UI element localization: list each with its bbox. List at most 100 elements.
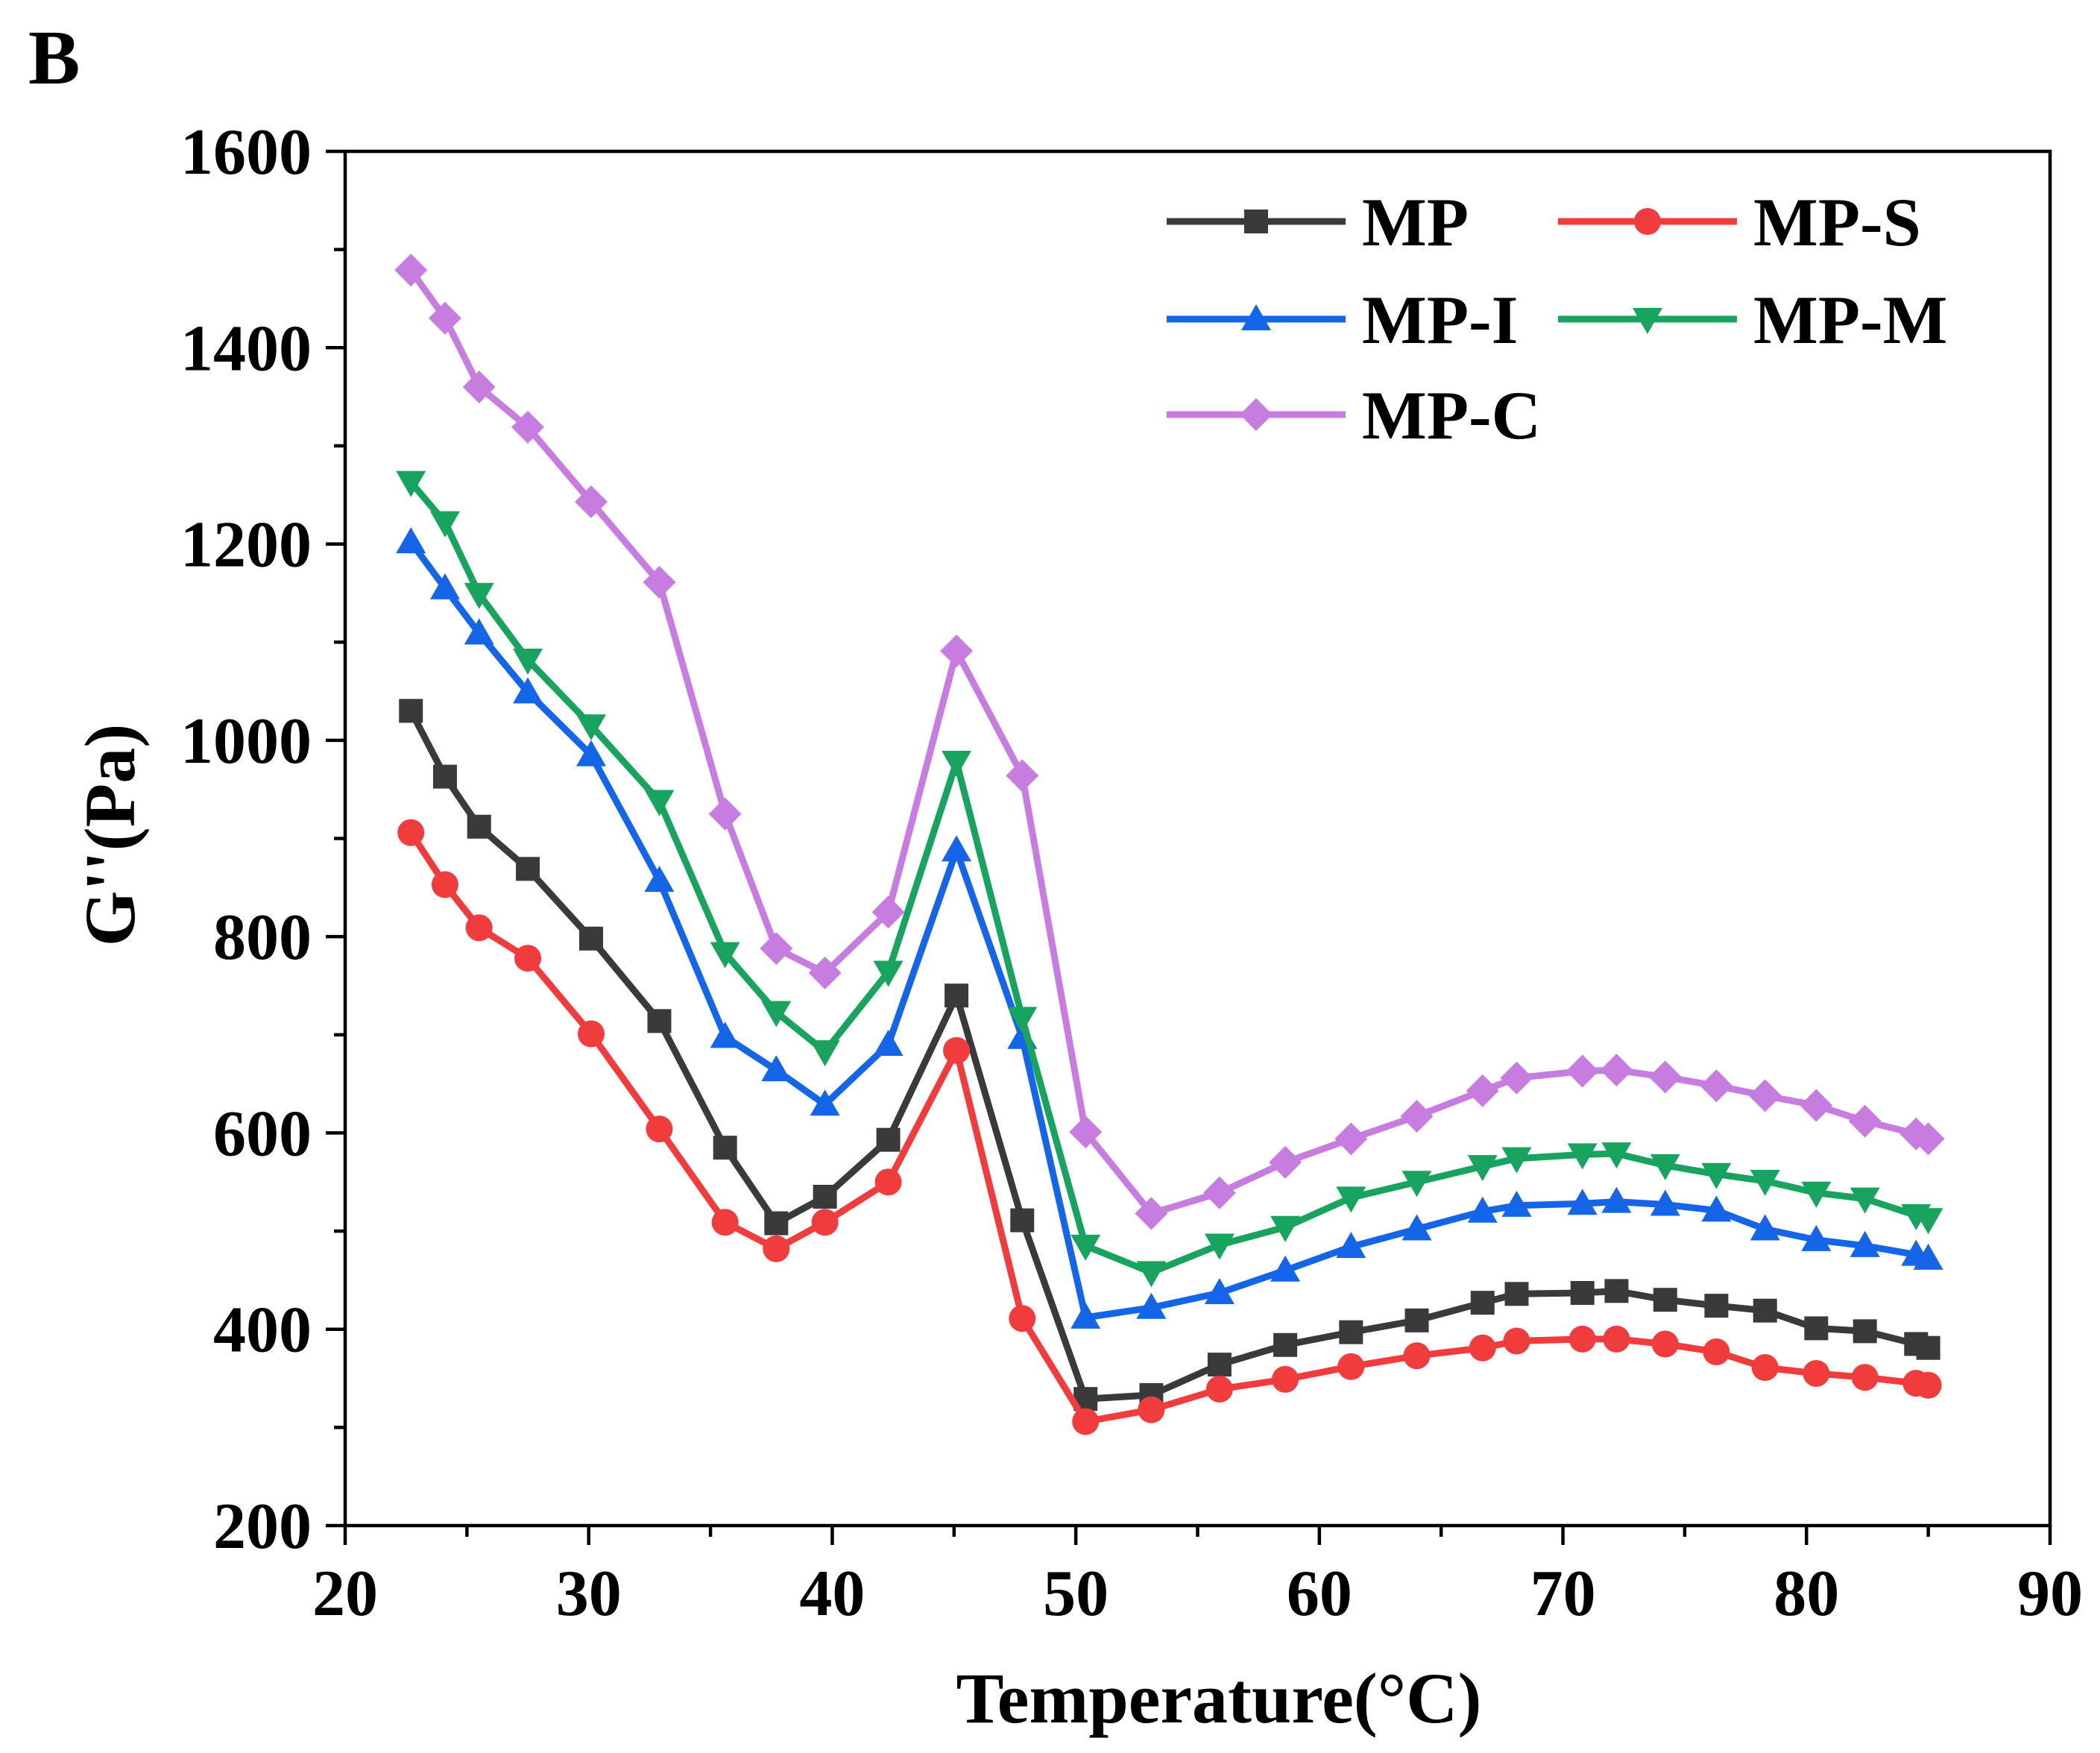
series-line-mp-m: [408, 479, 1929, 1276]
data-point-mp-m: [1270, 1215, 1301, 1242]
data-point-mp-c: [1848, 1104, 1882, 1138]
data-point-mp-m: [1136, 1261, 1167, 1288]
data-point-mp: [1504, 1282, 1529, 1306]
series-mp-s: [397, 819, 1942, 1435]
data-point-mp-c: [1400, 1100, 1434, 1133]
data-point-mp-s: [1009, 1305, 1036, 1332]
data-point-mp-m: [1467, 1155, 1498, 1182]
data-point-mp-m: [464, 582, 494, 609]
data-point-mp-s: [1403, 1342, 1431, 1370]
data-point-mp-s: [811, 1209, 839, 1236]
data-point-mp-s: [711, 1209, 739, 1236]
y-axis-ticks: [326, 149, 345, 1528]
data-point-mp-m: [429, 511, 460, 538]
data-point-mp: [1273, 1332, 1298, 1357]
data-point-mp-c: [760, 931, 793, 965]
data-point-mp-s: [465, 914, 493, 942]
x-tick-label: 30: [556, 1558, 622, 1630]
data-point-mp-s: [1337, 1353, 1365, 1380]
x-axis-ticks: [343, 1526, 2052, 1545]
data-point-mp-m: [1701, 1162, 1732, 1189]
series-mp-i: [396, 526, 1943, 1329]
data-point-mp-s: [1072, 1408, 1100, 1435]
data-point-mp: [1010, 1208, 1035, 1233]
legend-item-mp-i: MP-I: [1167, 282, 1518, 358]
y-tick-label: 1400: [180, 312, 312, 385]
data-point-mp-c: [394, 254, 428, 287]
data-point-mp-i: [1336, 1232, 1366, 1259]
data-point-mp: [1339, 1320, 1363, 1344]
legend-label-mp-i: MP-I: [1362, 282, 1518, 358]
data-point-mp-i: [873, 1029, 904, 1056]
data-point-mp: [432, 764, 457, 789]
data-point-mp-m: [1850, 1187, 1880, 1214]
x-tick-label: 90: [2017, 1558, 2083, 1630]
data-point-mp-s: [1651, 1330, 1679, 1358]
data-point-mp-m: [873, 960, 904, 987]
data-point-mp-c: [643, 565, 676, 599]
y-tick-label: 1000: [180, 705, 312, 778]
data-point-mp-c: [1202, 1176, 1236, 1209]
data-point-mp-s: [1851, 1364, 1879, 1391]
data-point-mp: [1853, 1319, 1877, 1344]
data-point-mp-i: [1601, 1186, 1632, 1213]
data-point-mp-i: [1567, 1189, 1598, 1215]
data-point-mp-m: [761, 1001, 792, 1027]
data-point-mp-c: [1700, 1069, 1733, 1103]
data-point-mp: [1404, 1308, 1429, 1332]
data-point-mp: [1604, 1279, 1629, 1303]
x-tick-label: 60: [1287, 1558, 1352, 1630]
data-point-mp-s: [397, 819, 425, 846]
data-point-mp: [578, 926, 603, 951]
legend-marker-mp-i: [1241, 304, 1271, 330]
data-point-mp-m: [1501, 1147, 1532, 1174]
series-line-mp-i: [408, 540, 1929, 1321]
legend: MP MP-S MP-I MP-M MP-C: [1167, 184, 1948, 453]
data-point-mp-s: [1138, 1396, 1165, 1423]
data-point-mp-m: [1007, 1007, 1038, 1033]
panel-label: B: [28, 15, 80, 101]
data-point-mp-m: [396, 470, 426, 497]
data-point-mp-s: [577, 1020, 605, 1048]
data-point-mp-s: [1803, 1359, 1830, 1387]
series-line-mp: [408, 709, 1929, 1403]
data-point-mp-c: [462, 370, 496, 403]
y-axis-label: G''(Pa): [70, 724, 150, 947]
y-tick-label: 1600: [180, 116, 312, 189]
data-point-mp-m: [1913, 1208, 1943, 1235]
data-point-mp-i: [1701, 1195, 1732, 1222]
data-point-mp-c: [808, 956, 842, 989]
data-point-mp: [713, 1136, 737, 1160]
data-point-mp-i: [429, 573, 460, 599]
data-point-mp-s: [646, 1115, 673, 1143]
data-point-mp-i: [1850, 1230, 1880, 1257]
data-point-mp-m: [942, 750, 972, 777]
data-point-mp-i: [810, 1089, 840, 1116]
data-point-mp-m: [710, 942, 740, 969]
data-point-mp-c: [1800, 1089, 1833, 1122]
data-point-mp-i: [1467, 1196, 1498, 1223]
data-point-mp-c: [1006, 759, 1039, 793]
data-point-mp-s: [943, 1036, 971, 1064]
legend-marker-mp-c: [1240, 398, 1273, 431]
data-point-mp-m: [1750, 1169, 1780, 1196]
data-point-mp-s: [1205, 1376, 1233, 1403]
data-point-mp-i: [1204, 1278, 1235, 1305]
data-point-mp-i: [644, 866, 675, 893]
series-layer: [394, 254, 1945, 1435]
data-point-mp: [1653, 1288, 1677, 1312]
data-point-mp: [876, 1127, 901, 1152]
data-point-mp-i: [1401, 1214, 1432, 1241]
data-point-mp-c: [574, 485, 608, 518]
data-point-mp: [1570, 1281, 1595, 1306]
data-point-mp-i: [1501, 1190, 1532, 1217]
data-point-mp-i: [464, 618, 494, 645]
data-point-mp-c: [1565, 1054, 1599, 1088]
x-tick-label: 40: [799, 1558, 865, 1630]
data-point-mp-c: [1269, 1145, 1302, 1179]
data-point-mp-s: [1469, 1334, 1496, 1362]
data-point-mp-c: [871, 896, 905, 929]
y-tick-label: 600: [213, 1098, 312, 1170]
x-tick-label: 70: [1530, 1558, 1596, 1630]
